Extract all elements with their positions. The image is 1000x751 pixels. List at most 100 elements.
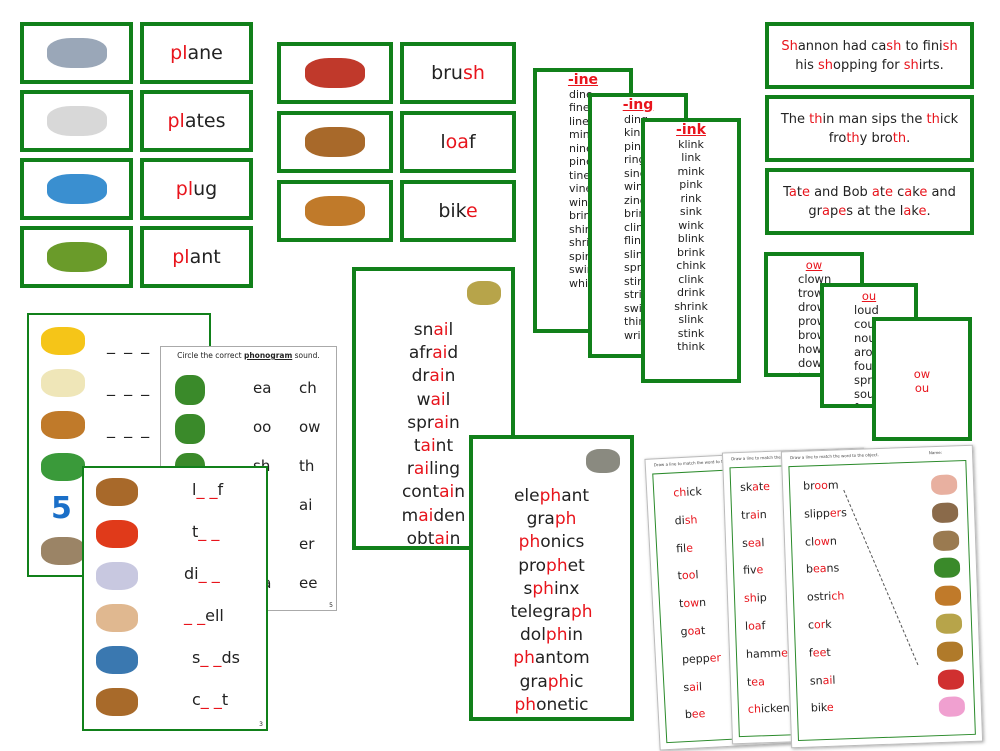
word-card: bike [400, 180, 516, 242]
phonogram-option[interactable]: ea [253, 379, 271, 397]
word: dish [674, 513, 697, 527]
blank-word: l_ _f [192, 480, 223, 499]
phonogram-option[interactable]: ai [299, 496, 312, 514]
match-word: tea [747, 675, 765, 689]
picture-card [20, 226, 133, 288]
phonogram-option[interactable]: oo [253, 418, 271, 436]
highlight-letters: er [830, 506, 842, 519]
letters: sk [740, 481, 752, 494]
letters: n [830, 534, 837, 547]
highlight-letters: ph [513, 648, 535, 668]
match-word: goat [680, 624, 705, 638]
family-word: pink [645, 178, 737, 192]
letters: bik [811, 701, 827, 715]
phonogram-option[interactable]: er [299, 535, 314, 553]
highlight-letters: ai [434, 529, 449, 549]
airplane-icon [47, 38, 107, 68]
blank: _ _ [196, 480, 217, 499]
teapot-icon [41, 369, 85, 397]
highlight-letters: ph [571, 602, 593, 622]
match-word: bee [685, 707, 706, 721]
word: plane [170, 42, 223, 64]
phonogram-option[interactable]: th [299, 457, 314, 475]
seeds-icon [96, 646, 138, 674]
letters: l [446, 390, 451, 410]
word: bike [811, 701, 834, 715]
match-word: seal [742, 536, 765, 550]
sentence: Tate and Bob ate cake and grapes at the … [777, 183, 962, 221]
highlight-letters: e [827, 701, 834, 714]
letters: di [184, 564, 199, 583]
letters: to fini [901, 39, 942, 54]
letters: and Bob [810, 185, 872, 200]
family-word: clink [645, 273, 737, 287]
match-word: ship [744, 591, 767, 605]
highlight-letters: e [885, 185, 893, 200]
word: sail [683, 680, 702, 694]
phonogram-option[interactable]: ee [299, 574, 317, 592]
snail-icon [467, 281, 501, 305]
sentence: The thin man sips the thick frothy broth… [777, 110, 962, 148]
plates-icon [47, 106, 107, 136]
word: plant [172, 246, 220, 268]
letters: m [402, 506, 419, 526]
letters: onics [540, 532, 584, 552]
highlight-letters: e [763, 480, 770, 493]
letters: antom [535, 648, 590, 668]
letters: ip [757, 591, 767, 604]
letters: obt [407, 529, 435, 549]
letters: ling [429, 459, 460, 479]
phonogram-option[interactable]: ow [299, 418, 320, 436]
highlight-letters: ai [414, 459, 429, 479]
coat-icon [96, 688, 138, 716]
match-word: pepper [682, 651, 722, 666]
picture-card [277, 42, 393, 104]
word: ostrich [807, 590, 845, 604]
letters: ele [514, 486, 540, 506]
highlight-letters: ai [431, 390, 446, 410]
page-number: 3 [259, 721, 263, 728]
letters: inx [554, 579, 580, 599]
letters: f [761, 619, 765, 632]
letters: n [760, 508, 767, 521]
word: maiden [402, 506, 466, 526]
word: contain [402, 482, 465, 502]
phonogram-option[interactable]: ch [299, 379, 317, 397]
highlight-letters: ai [433, 320, 448, 340]
highlight-letters: oo [814, 479, 828, 492]
list-word: elephant [473, 485, 630, 508]
word: afraid [409, 343, 458, 363]
sentence-card: The thin man sips the thick frothy broth… [765, 95, 974, 162]
word: bike [438, 200, 477, 222]
highlight-letters: ph [532, 579, 554, 599]
blank-word: _ _ell [184, 606, 224, 625]
letters: . [906, 131, 910, 146]
word: beans [806, 562, 840, 576]
family-word: wink [645, 219, 737, 233]
letters: k [825, 618, 832, 631]
phonogram-label: ou [876, 381, 968, 395]
highlight-letters: ai [822, 673, 832, 686]
word: slippers [804, 506, 847, 520]
match-word: chick [673, 485, 702, 499]
letters: y bro [860, 131, 893, 146]
highlight-letters: sh [684, 513, 697, 527]
word: pepper [682, 651, 722, 666]
word: loaf [745, 619, 766, 633]
letters: t [222, 690, 228, 709]
word: chick [673, 485, 702, 499]
highlight-letters: ea [813, 562, 827, 575]
highlight-letters: th [809, 112, 822, 127]
word: phonetic [515, 695, 589, 715]
family-word: sink [645, 205, 737, 219]
match-word: clown [805, 534, 837, 548]
ostrich-icon [932, 502, 959, 523]
highlight-letters: ph [555, 509, 577, 529]
word: town [679, 596, 707, 610]
bench-icon [41, 453, 85, 481]
family-word: link [645, 151, 737, 165]
letters: ns [826, 562, 839, 575]
letters: d [447, 343, 458, 363]
word: snail [810, 673, 836, 687]
snail-icon [936, 613, 963, 634]
